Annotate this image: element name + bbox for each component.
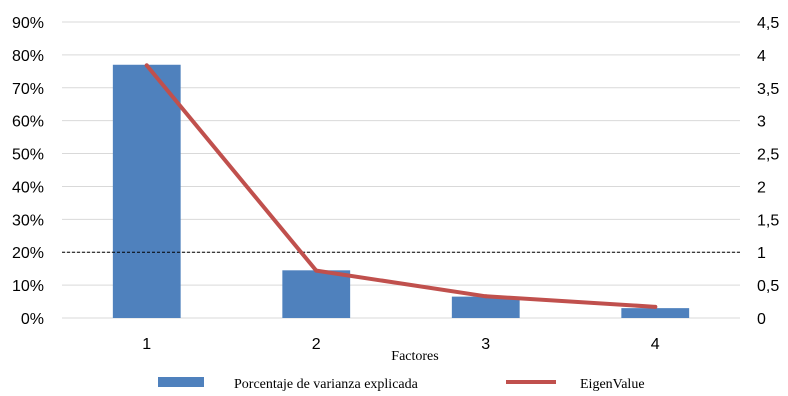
legend-label-line: EigenValue (580, 377, 645, 392)
bar-1 (112, 64, 181, 318)
x-tick-label-1: 1 (142, 336, 151, 353)
left-tick-label-1: 10% (12, 278, 44, 295)
right-tick-label-2: 1 (757, 245, 766, 262)
right-tick-label-9: 4,5 (757, 15, 779, 32)
left-tick-label-7: 70% (12, 81, 44, 98)
eigenvalue-point-1 (144, 63, 149, 68)
right-tick-label-8: 4 (757, 48, 766, 65)
eigenvalue-point-2 (314, 268, 319, 273)
eigenvalue-point-4 (653, 304, 658, 309)
x-tick-label-3: 3 (481, 336, 490, 353)
x-axis-ticks: 1 2 3 4 (142, 336, 660, 353)
right-axis-ticks: 0 0,5 1 1,5 2 2,5 3 3,5 4 4,5 (757, 15, 779, 328)
left-tick-label-6: 60% (12, 114, 44, 131)
eigenvalue-line (144, 63, 658, 309)
left-tick-label-4: 40% (12, 179, 44, 196)
legend: Porcentaje de varianza explicada EigenVa… (158, 377, 645, 392)
left-axis-ticks: 0% 10% 20% 30% 40% 50% 60% 70% 80% 90% (12, 15, 44, 328)
eigenvalue-point-3 (483, 294, 488, 299)
legend-label-bars: Porcentaje de varianza explicada (234, 377, 419, 392)
right-tick-label-7: 3,5 (757, 81, 779, 98)
bar-4 (621, 308, 690, 318)
right-tick-label-0: 0 (757, 311, 766, 328)
left-tick-label-2: 20% (12, 245, 44, 262)
x-axis-title: Factores (391, 349, 438, 364)
bar-series (112, 64, 690, 318)
bar-2 (282, 270, 351, 318)
right-tick-label-4: 2 (757, 179, 766, 196)
legend-swatch-bars (158, 377, 204, 387)
right-tick-label-1: 0,5 (757, 278, 779, 295)
x-tick-label-4: 4 (651, 336, 660, 353)
line-series (144, 63, 658, 309)
left-tick-label-0: 0% (21, 311, 44, 328)
bar-3 (451, 296, 520, 318)
left-tick-label-8: 80% (12, 48, 44, 65)
left-tick-label-3: 30% (12, 212, 44, 229)
left-tick-label-5: 50% (12, 147, 44, 164)
right-tick-label-6: 3 (757, 114, 766, 131)
left-tick-label-9: 90% (12, 15, 44, 32)
x-tick-label-2: 2 (312, 336, 321, 353)
right-tick-label-3: 1,5 (757, 212, 779, 229)
right-tick-label-5: 2,5 (757, 147, 779, 164)
